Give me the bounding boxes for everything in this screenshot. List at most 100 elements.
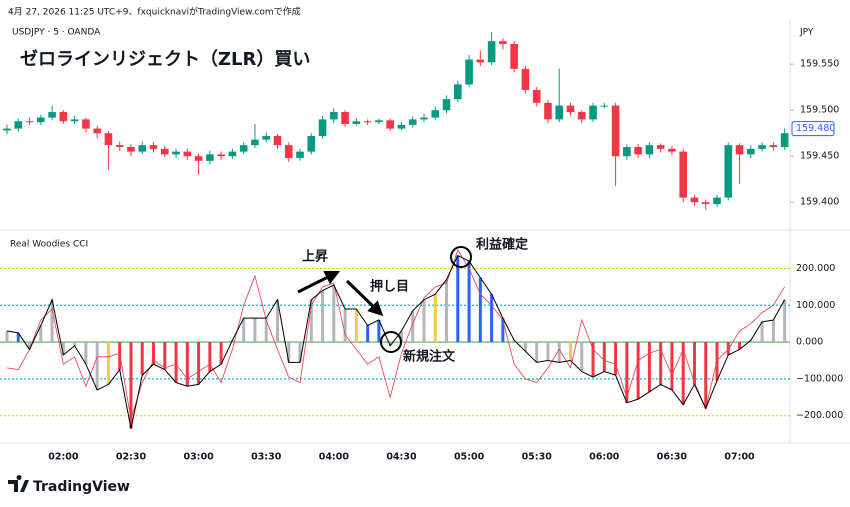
candle-body: [115, 145, 124, 148]
candle-body: [656, 145, 665, 149]
candle-body: [769, 145, 778, 148]
cci-bar: [692, 342, 696, 385]
cci-bar: [354, 308, 358, 343]
last-price-box: [791, 121, 835, 137]
candle-body: [431, 110, 440, 118]
arrow: [345, 279, 384, 317]
attribution: 4月 27, 2026 11:25 UTC+9、fxquicknaviがTrad…: [8, 6, 301, 18]
cci-bar: [174, 342, 178, 383]
circle-marker: [380, 331, 402, 353]
cci-bar: [197, 342, 201, 385]
candle-body: [251, 139, 259, 146]
cci-bar: [557, 342, 561, 363]
candle-body: [228, 151, 237, 157]
candle-body: [262, 135, 271, 140]
cci-bar: [602, 342, 606, 372]
cci-bar: [309, 299, 313, 343]
candle-body: [37, 117, 45, 123]
cci-bar: [636, 342, 640, 400]
candle-body: [284, 145, 293, 159]
y-tick-label: 200.000: [796, 263, 835, 274]
candle-body: [735, 145, 744, 155]
cci-bar: [185, 342, 189, 387]
y-tick-label: 100.000: [796, 300, 835, 311]
chart-title: ゼロラインリジェクト（ZLR）買い: [20, 48, 310, 70]
candle-body: [442, 99, 451, 111]
cci-bar: [760, 321, 764, 343]
candle-body: [239, 145, 248, 152]
candle-body: [318, 119, 327, 136]
candle-body: [363, 121, 372, 123]
currency: JPY: [799, 28, 814, 38]
cci-bar: [659, 342, 663, 385]
cci-bar: [28, 342, 32, 350]
candle-body: [172, 151, 180, 155]
candle-body: [386, 120, 394, 129]
indicator-title: Real Woodies CCI: [10, 240, 88, 250]
x-tick-label: 02:30: [116, 452, 147, 463]
cci-bar: [726, 342, 730, 355]
candle-body: [82, 119, 90, 129]
y-tick-label: −200.000: [796, 410, 843, 421]
cci-bar: [95, 342, 99, 390]
candle-body: [375, 120, 383, 123]
candle-body: [532, 89, 541, 103]
x-tick-label: 04:00: [319, 452, 350, 463]
cci-bar: [783, 299, 787, 343]
candle-body: [454, 84, 462, 100]
cci-bar: [399, 331, 403, 343]
logo: TradingView: [8, 475, 130, 495]
candle-body: [149, 145, 158, 149]
cci-bar: [242, 318, 246, 343]
candle-body: [713, 197, 721, 205]
y-tick-label: 159.500: [800, 105, 839, 116]
candle-body: [59, 112, 68, 122]
cci-bar: [704, 342, 708, 409]
cci-bar: [298, 342, 302, 363]
cci-bar: [433, 294, 437, 343]
candle-body: [104, 133, 113, 146]
cci-bar: [445, 279, 449, 343]
x-tick-label: 07:00: [724, 452, 755, 463]
candle-body: [499, 41, 507, 44]
cci-bar: [253, 318, 257, 343]
candle-body: [701, 202, 710, 205]
candle-body: [555, 105, 564, 120]
cci-bar: [535, 342, 539, 363]
candle-body: [747, 148, 755, 155]
candle-body: [217, 154, 225, 157]
y-tick-label: 0.000: [796, 337, 823, 348]
cci-bar: [332, 285, 336, 343]
cci-bar: [5, 331, 9, 343]
candle-body: [566, 105, 575, 113]
candle-body: [160, 148, 169, 155]
candle-body: [3, 128, 11, 131]
candle-body: [138, 145, 147, 152]
candle-body: [93, 128, 101, 134]
cci-bar: [343, 308, 347, 343]
x-tick-label: 03:30: [251, 452, 282, 463]
cci-bar: [681, 342, 685, 405]
cci-bar: [647, 342, 651, 392]
candle-body: [307, 135, 316, 152]
cci-bar: [16, 332, 20, 343]
candle-body: [623, 147, 631, 157]
x-tick-label: 02:00: [48, 452, 79, 463]
logo-text: TradingView: [33, 479, 130, 495]
candle-body: [634, 147, 642, 155]
candle-body: [577, 112, 586, 120]
cci-bar: [275, 299, 279, 343]
x-tick-label: 06:00: [589, 452, 620, 463]
candle-body: [758, 145, 766, 149]
cci-bar: [84, 342, 88, 365]
cci-bar: [50, 299, 54, 343]
cci-bar: [73, 342, 77, 346]
cci-bar: [366, 325, 370, 343]
candle-body: [330, 112, 338, 120]
cci-bar: [670, 342, 674, 390]
cci-bar: [422, 299, 426, 343]
cci-bar: [377, 319, 381, 343]
cci-bar: [219, 342, 223, 365]
x-tick-label: 03:00: [183, 452, 214, 463]
